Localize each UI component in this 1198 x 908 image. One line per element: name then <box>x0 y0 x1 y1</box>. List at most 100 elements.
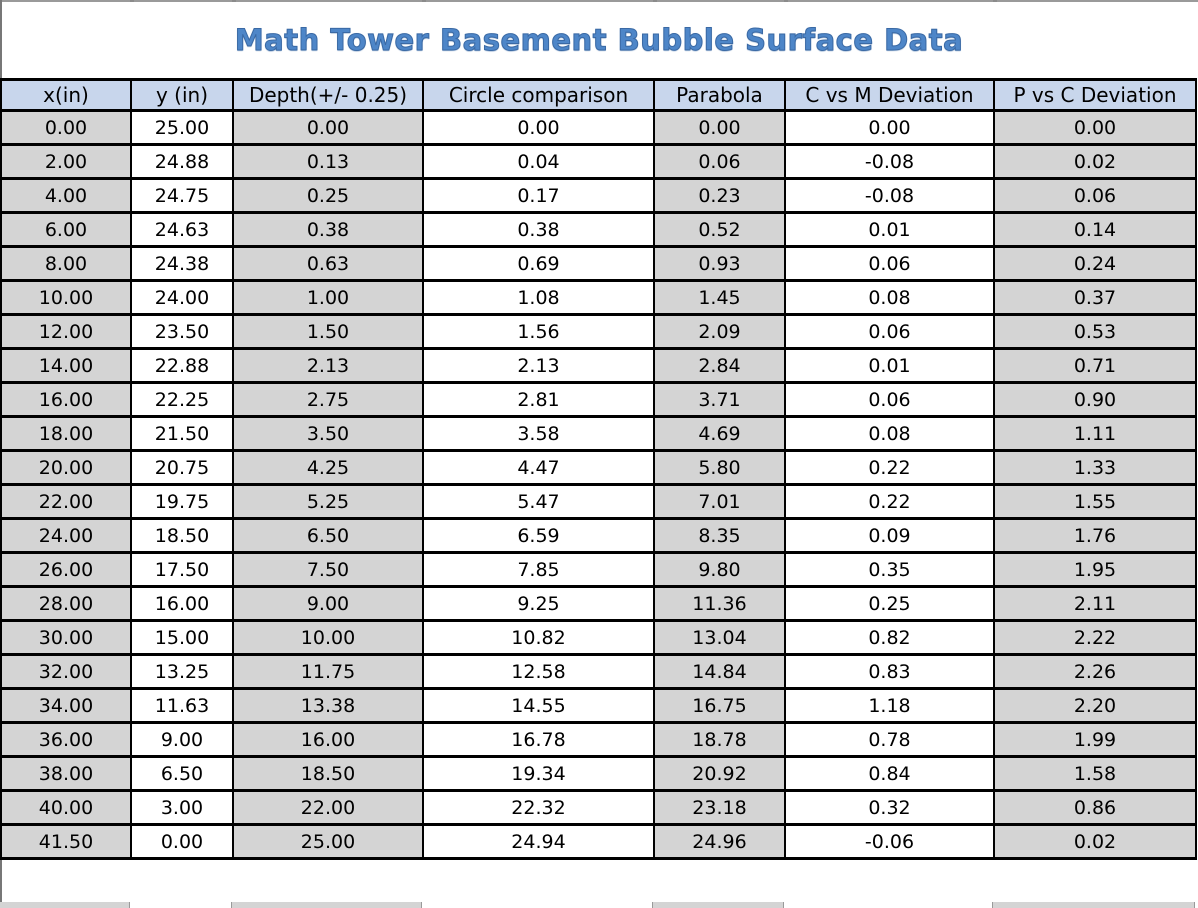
table-cell[interactable]: -0.08 <box>784 177 995 214</box>
table-cell[interactable]: 0.06 <box>993 177 1197 214</box>
table-cell[interactable]: 0.06 <box>784 313 995 350</box>
table-cell[interactable]: 26.00 <box>0 551 132 588</box>
table-cell[interactable]: 0.86 <box>993 789 1197 826</box>
table-cell[interactable]: 0.22 <box>784 483 995 520</box>
table-cell[interactable]: 36.00 <box>0 721 132 758</box>
table-cell[interactable]: 2.09 <box>653 313 786 350</box>
table-cell[interactable]: 19.75 <box>130 483 234 520</box>
table-cell[interactable]: 15.00 <box>130 619 234 656</box>
table-cell[interactable]: 1.08 <box>422 279 655 316</box>
table-cell[interactable]: 1.33 <box>993 449 1197 486</box>
table-cell[interactable]: 23.18 <box>653 789 786 826</box>
table-cell[interactable]: 0.37 <box>993 279 1197 316</box>
table-cell[interactable]: 11.63 <box>130 687 234 724</box>
table-cell[interactable]: 24.00 <box>0 517 132 554</box>
table-cell[interactable]: 2.20 <box>993 687 1197 724</box>
table-cell[interactable]: 23.50 <box>130 313 234 350</box>
table-cell[interactable]: 24.63 <box>130 211 234 248</box>
column-header-7[interactable]: P vs C Deviation <box>993 78 1197 112</box>
table-cell[interactable]: 24.00 <box>130 279 234 316</box>
table-cell[interactable]: 21.50 <box>130 415 234 452</box>
column-header-5[interactable]: Parabola <box>653 78 786 112</box>
table-cell[interactable]: 18.00 <box>0 415 132 452</box>
table-cell[interactable]: 18.78 <box>653 721 786 758</box>
table-cell[interactable]: 2.13 <box>232 347 424 384</box>
table-cell[interactable]: 0.00 <box>422 109 655 146</box>
column-header-3[interactable]: Depth(+/- 0.25) <box>232 78 424 112</box>
table-cell[interactable]: 6.00 <box>0 211 132 248</box>
table-cell[interactable]: 22.88 <box>130 347 234 384</box>
table-cell[interactable]: 0.63 <box>232 245 424 282</box>
table-cell[interactable]: 6.50 <box>130 755 234 792</box>
table-cell[interactable]: 16.00 <box>232 721 424 758</box>
table-cell[interactable]: 12.00 <box>0 313 132 350</box>
table-cell[interactable]: 1.99 <box>993 721 1197 758</box>
table-cell[interactable]: 1.55 <box>993 483 1197 520</box>
table-cell[interactable]: -0.06 <box>784 823 995 860</box>
table-cell[interactable]: 1.76 <box>993 517 1197 554</box>
table-cell[interactable]: 3.71 <box>653 381 786 418</box>
table-cell[interactable]: 3.50 <box>232 415 424 452</box>
table-cell[interactable]: 22.00 <box>0 483 132 520</box>
table-cell[interactable]: 19.34 <box>422 755 655 792</box>
table-cell[interactable]: 24.96 <box>653 823 786 860</box>
table-cell[interactable]: 17.50 <box>130 551 234 588</box>
table-cell[interactable]: 0.25 <box>232 177 424 214</box>
table-cell[interactable]: 0.32 <box>784 789 995 826</box>
table-cell[interactable]: 0.00 <box>0 109 132 146</box>
table-cell[interactable]: 9.00 <box>232 585 424 622</box>
table-cell[interactable]: 0.14 <box>993 211 1197 248</box>
table-cell[interactable]: 0.09 <box>784 517 995 554</box>
table-cell[interactable]: 16.00 <box>0 381 132 418</box>
table-cell[interactable]: 9.00 <box>130 721 234 758</box>
table-cell[interactable]: 1.56 <box>422 313 655 350</box>
table-cell[interactable]: 13.25 <box>130 653 234 690</box>
table-cell[interactable]: 3.58 <box>422 415 655 452</box>
table-cell[interactable]: 18.50 <box>232 755 424 792</box>
table-cell[interactable]: 16.78 <box>422 721 655 758</box>
table-cell[interactable]: 0.52 <box>653 211 786 248</box>
table-cell[interactable]: 0.22 <box>784 449 995 486</box>
table-cell[interactable]: 32.00 <box>0 653 132 690</box>
table-cell[interactable]: 9.80 <box>653 551 786 588</box>
table-cell[interactable]: 0.02 <box>993 143 1197 180</box>
table-cell[interactable]: 2.11 <box>993 585 1197 622</box>
table-cell[interactable]: 40.00 <box>0 789 132 826</box>
table-cell[interactable]: 0.38 <box>422 211 655 248</box>
table-cell[interactable]: 4.00 <box>0 177 132 214</box>
column-header-4[interactable]: Circle comparison <box>422 78 655 112</box>
table-cell[interactable]: 0.06 <box>784 381 995 418</box>
table-cell[interactable]: 0.25 <box>784 585 995 622</box>
table-cell[interactable]: 13.04 <box>653 619 786 656</box>
table-cell[interactable]: 2.84 <box>653 347 786 384</box>
table-cell[interactable]: 1.00 <box>232 279 424 316</box>
table-cell[interactable]: 14.00 <box>0 347 132 384</box>
table-cell[interactable]: 24.94 <box>422 823 655 860</box>
table-cell[interactable]: 1.58 <box>993 755 1197 792</box>
table-cell[interactable]: 0.53 <box>993 313 1197 350</box>
table-cell[interactable]: 0.83 <box>784 653 995 690</box>
table-cell[interactable]: 0.01 <box>784 347 995 384</box>
table-cell[interactable]: 18.50 <box>130 517 234 554</box>
column-header-6[interactable]: C vs M Deviation <box>784 78 995 112</box>
table-cell[interactable]: 2.75 <box>232 381 424 418</box>
table-cell[interactable]: 20.75 <box>130 449 234 486</box>
table-cell[interactable]: 25.00 <box>232 823 424 860</box>
table-cell[interactable]: 14.84 <box>653 653 786 690</box>
table-cell[interactable]: 16.75 <box>653 687 786 724</box>
table-cell[interactable]: 0.93 <box>653 245 786 282</box>
table-cell[interactable]: 24.88 <box>130 143 234 180</box>
table-cell[interactable]: 3.00 <box>130 789 234 826</box>
table-cell[interactable]: 11.36 <box>653 585 786 622</box>
table-cell[interactable]: 20.00 <box>0 449 132 486</box>
table-cell[interactable]: 8.35 <box>653 517 786 554</box>
table-cell[interactable]: 0.01 <box>784 211 995 248</box>
column-header-1[interactable]: x(in) <box>0 78 132 112</box>
column-header-2[interactable]: y (in) <box>130 78 234 112</box>
table-cell[interactable]: 6.50 <box>232 517 424 554</box>
table-cell[interactable]: 1.11 <box>993 415 1197 452</box>
table-cell[interactable]: 7.01 <box>653 483 786 520</box>
table-cell[interactable]: 0.08 <box>784 279 995 316</box>
table-cell[interactable]: 1.50 <box>232 313 424 350</box>
table-cell[interactable]: 0.38 <box>232 211 424 248</box>
